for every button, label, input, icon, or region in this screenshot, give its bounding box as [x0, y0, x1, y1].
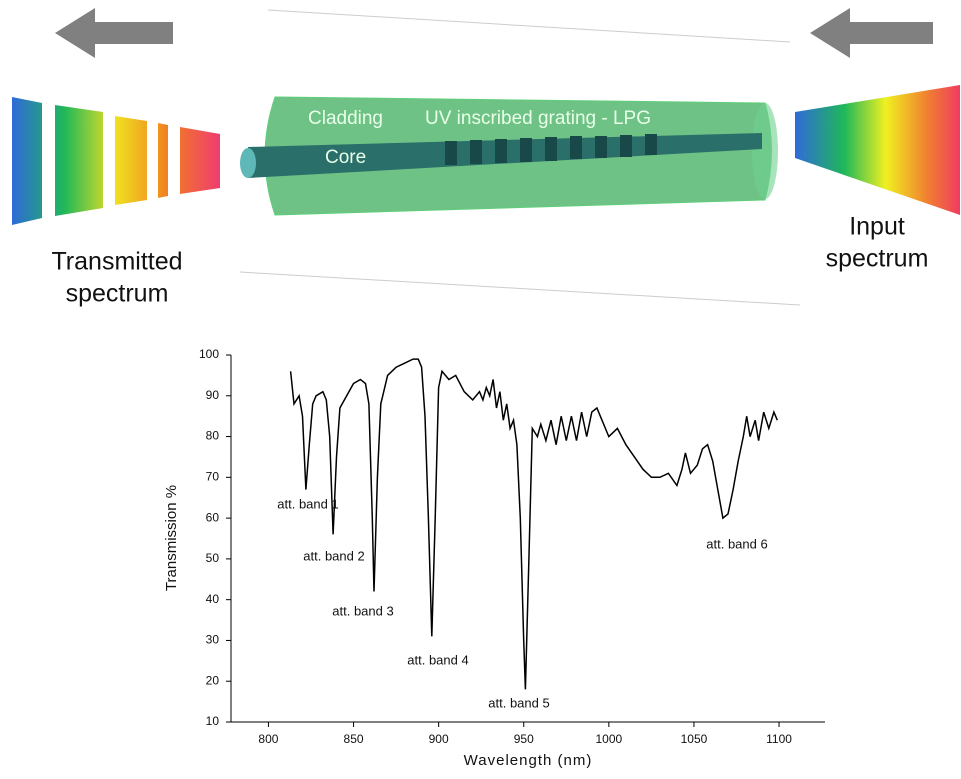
y-tick-label: 70: [206, 470, 220, 484]
y-tick-label: 40: [206, 592, 220, 606]
input-spectrum: [795, 85, 960, 215]
input-label: spectrum: [826, 245, 929, 273]
y-tick-label: 20: [206, 673, 220, 687]
x-axis-title: Wavelength (nm): [464, 752, 593, 769]
x-tick-label: 950: [514, 732, 534, 746]
guide-line: [239, 271, 801, 306]
y-axis-title: Transmission %: [163, 485, 180, 591]
x-tick-label: 1000: [595, 732, 622, 746]
y-tick-label: 100: [199, 347, 219, 361]
x-tick-label: 900: [429, 732, 449, 746]
arrow-left: [55, 8, 173, 58]
annotation: att. band 3: [332, 603, 393, 618]
annotation: att. band 2: [303, 548, 364, 563]
annotation: att. band 1: [277, 496, 338, 511]
y-tick-label: 50: [206, 551, 220, 565]
cladding-label: Cladding: [308, 108, 383, 129]
transmitted-spectrum: [12, 97, 220, 225]
grating-label: UV inscribed grating - LPG: [425, 108, 651, 129]
annotation: att. band 6: [706, 536, 767, 551]
input-label: Input: [849, 213, 905, 241]
transmitted-label: Transmitted: [51, 248, 182, 276]
core-end: [240, 148, 256, 178]
x-tick-label: 1050: [681, 732, 708, 746]
arrow-right: [810, 8, 933, 58]
grating: [445, 134, 657, 165]
guide-line: [267, 9, 791, 43]
annotation: att. band 5: [488, 695, 549, 710]
x-tick-label: 850: [344, 732, 364, 746]
transmitted-label: spectrum: [66, 280, 169, 308]
cladding-end: [752, 103, 778, 199]
data-line: [289, 358, 778, 690]
y-tick-label: 30: [206, 633, 220, 647]
diagram: Cladding UV inscribed grating - LPG Core…: [12, 8, 960, 308]
y-tick-label: 60: [206, 510, 220, 524]
core-label: Core: [325, 147, 366, 168]
chart: Wavelength (nm) Transmission % 10 20 30 40 5…: [163, 347, 825, 769]
y-tick-label: 90: [206, 388, 220, 402]
y-tick-label: 10: [206, 714, 220, 728]
x-tick-label: 1100: [766, 732, 792, 746]
y-tick-label: 80: [206, 429, 220, 443]
annotation: att. band 4: [407, 652, 468, 667]
x-tick-label: 800: [258, 732, 278, 746]
